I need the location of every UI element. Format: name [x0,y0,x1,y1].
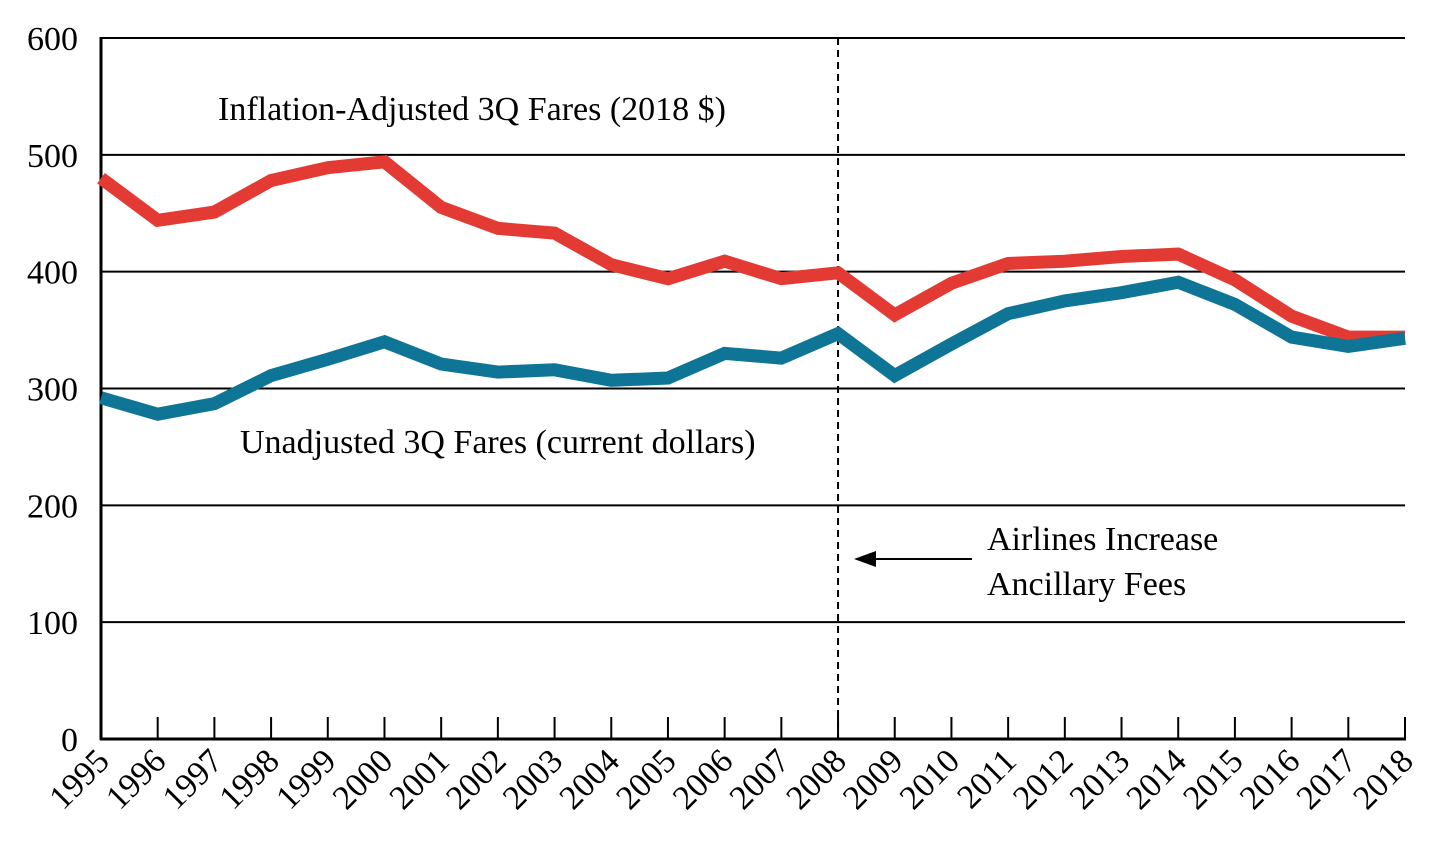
event-marker [837,38,972,739]
x-tick-label-2008: 2008 [779,742,853,816]
y-tick-label-500: 500 [27,138,78,175]
x-tick-label-2004: 2004 [553,742,627,816]
series-label-unadjusted: Unadjusted 3Q Fares (current dollars) [240,424,756,461]
x-tick-label-2009: 2009 [836,742,910,816]
event-label-line-1: Airlines Increase [987,521,1218,558]
y-tick-label-300: 300 [27,372,78,409]
x-tick-label-2003: 2003 [496,742,570,816]
x-tick-label-2017: 2017 [1290,742,1364,816]
annotations: Inflation-Adjusted 3Q Fares (2018 $) Una… [218,91,1218,603]
x-tick-label-2001: 2001 [383,742,457,816]
y-axis-ticks: 0 100 200 300 400 500 600 [27,21,78,759]
series-lines [97,155,1406,421]
x-tick-label-2018: 2018 [1346,742,1420,816]
axes [99,37,1406,741]
x-tick-label-1997: 1997 [156,742,230,816]
grid-lines [101,37,1405,624]
x-tick-label-1996: 1996 [99,742,173,816]
x-tick-label-2000: 2000 [326,742,400,816]
event-arrow-head [854,551,876,567]
x-tick-label-2005: 2005 [609,742,683,816]
x-axis-ticks: 1995199619971998199920002001200220032004… [42,717,1421,817]
x-tick-label-2013: 2013 [1063,742,1137,816]
x-tick-label-2012: 2012 [1006,742,1080,816]
series-label-inflation-adjusted: Inflation-Adjusted 3Q Fares (2018 $) [218,91,726,128]
series-line-1 [99,275,1406,421]
x-tick-label-1995: 1995 [42,742,116,816]
x-tick-label-2011: 2011 [950,742,1023,815]
y-tick-label-0: 0 [61,722,78,759]
y-tick-label-600: 600 [27,21,78,58]
series-line-0 [97,155,1405,344]
y-tick-label-100: 100 [27,605,78,642]
x-tick-label-2006: 2006 [666,742,740,816]
y-tick-label-200: 200 [27,488,78,525]
x-tick-label-1998: 1998 [212,742,286,816]
event-label-line-2: Ancillary Fees [987,566,1186,603]
x-tick-label-2010: 2010 [893,742,967,816]
x-tick-label-2015: 2015 [1176,742,1250,816]
x-tick-label-2007: 2007 [723,742,797,816]
x-tick-label-2002: 2002 [439,742,513,816]
x-tick-label-2016: 2016 [1233,742,1307,816]
y-tick-label-400: 400 [27,255,78,292]
x-tick-label-1999: 1999 [269,742,343,816]
x-tick-label-2014: 2014 [1120,742,1194,816]
